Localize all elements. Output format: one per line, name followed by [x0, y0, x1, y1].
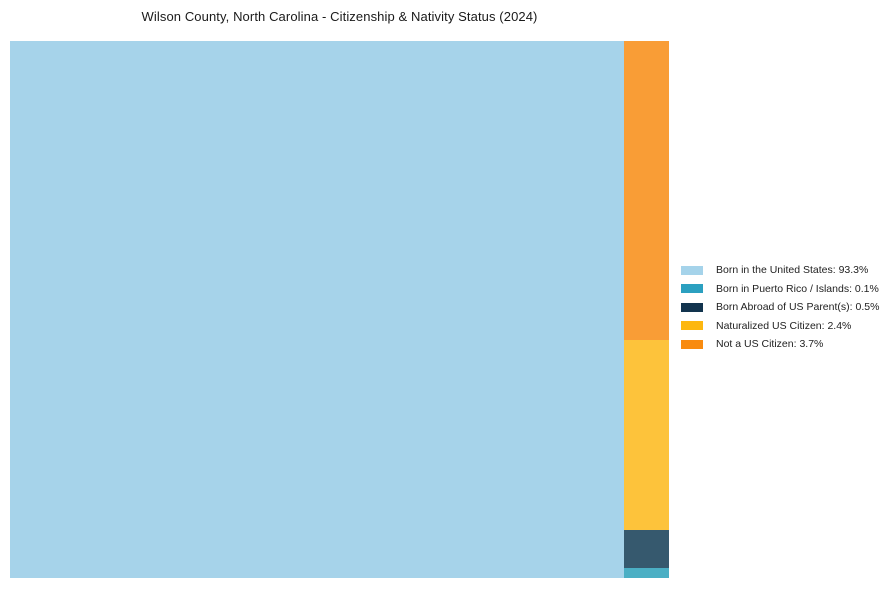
- legend-swatch-born-in-puerto-rico-islands: [681, 284, 703, 294]
- treemap-rect-born-in-puerto-rico-islands: [624, 568, 669, 578]
- legend-item-born-in-united-states: Born in the United States: 93.3%: [681, 261, 879, 280]
- legend-item-born-in-puerto-rico-islands: Born in Puerto Rico / Islands: 0.1%: [681, 280, 879, 299]
- treemap-rect-born-abroad-of-us-parents: [624, 530, 669, 568]
- legend-label-not-a-us-citizen: Not a US Citizen: 3.7%: [716, 338, 824, 350]
- legend-label-born-in-united-states: Born in the United States: 93.3%: [716, 264, 869, 276]
- legend-swatch-born-in-united-states: [681, 265, 703, 275]
- treemap-plot: [10, 41, 669, 578]
- treemap-rect-born-in-united-states: [10, 41, 624, 578]
- chart-title: Wilson County, North Carolina - Citizens…: [141, 9, 538, 24]
- legend-swatch-naturalized-us-citizen: [681, 321, 703, 331]
- treemap-rect-naturalized-us-citizen: [624, 340, 669, 530]
- legend-label-born-in-puerto-rico-islands: Born in Puerto Rico / Islands: 0.1%: [716, 282, 879, 295]
- legend-swatch-not-a-us-citizen: [681, 339, 703, 349]
- legend-item-naturalized-us-citizen: Naturalized US Citizen: 2.4%: [681, 317, 879, 336]
- legend-label-born-abroad-of-us-parents: Born Abroad of US Parent(s): 0.5%: [716, 301, 880, 313]
- treemap-rect-not-a-us-citizen: [624, 41, 669, 340]
- legend-label-naturalized-us-citizen: Naturalized US Citizen: 2.4%: [716, 319, 852, 332]
- legend-item-born-abroad-of-us-parents: Born Abroad of US Parent(s): 0.5%: [681, 298, 879, 317]
- legend-item-not-a-us-citizen: Not a US Citizen: 3.7%: [681, 335, 879, 354]
- legend: Born in the United States: 93.3% Born in…: [681, 261, 879, 354]
- legend-swatch-born-abroad-of-us-parents: [681, 302, 703, 312]
